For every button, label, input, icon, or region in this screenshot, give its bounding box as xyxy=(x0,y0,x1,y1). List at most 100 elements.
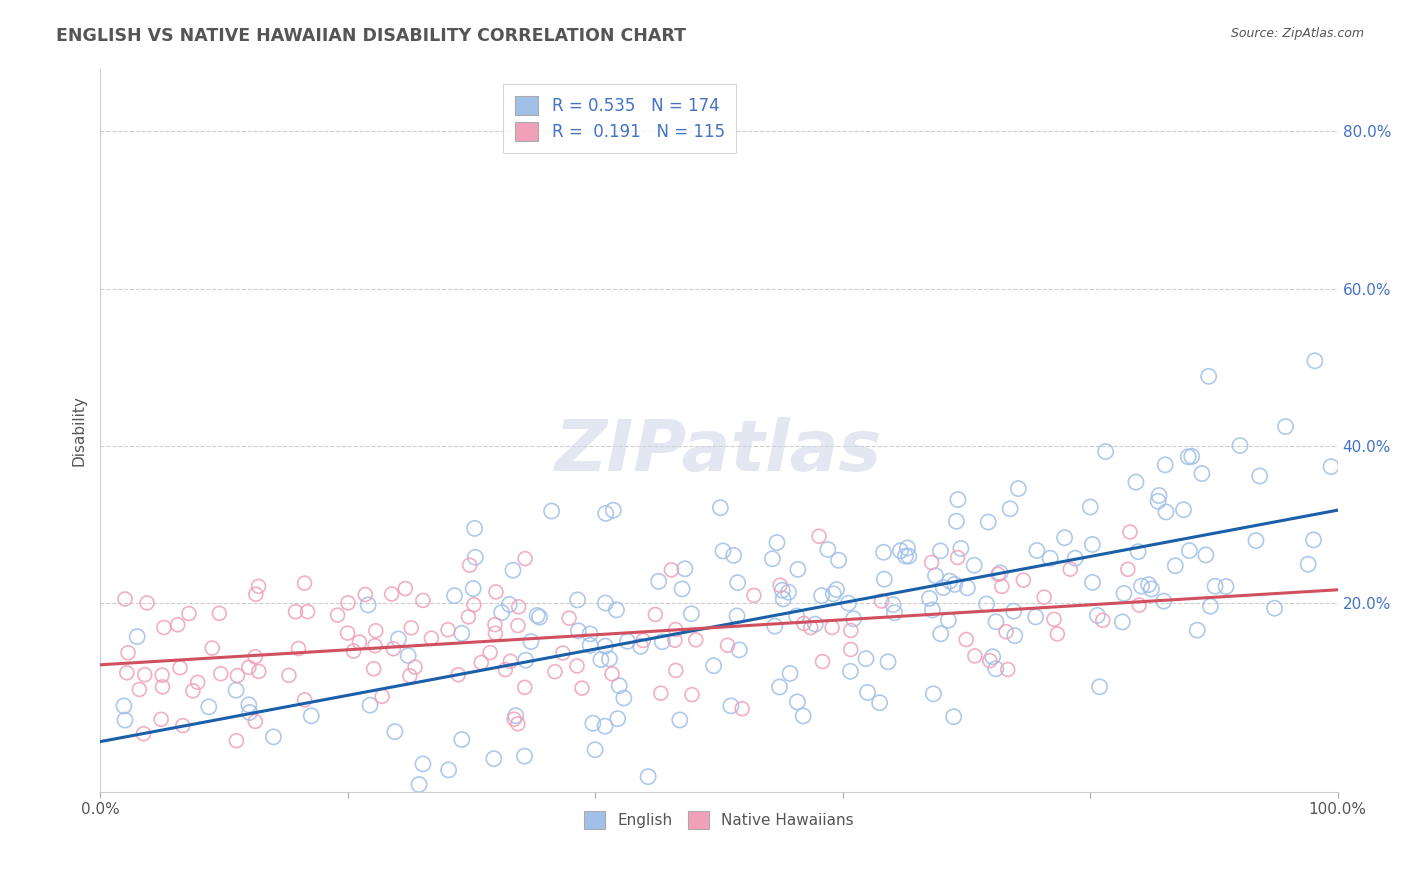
Point xyxy=(938,574,960,589)
Point xyxy=(420,631,443,645)
Point xyxy=(825,582,848,597)
Point xyxy=(412,756,434,771)
Point xyxy=(437,623,460,637)
Point xyxy=(839,665,862,679)
Point xyxy=(723,549,745,563)
Point xyxy=(357,598,380,612)
Point xyxy=(963,648,986,663)
Y-axis label: Disability: Disability xyxy=(72,395,86,466)
Point xyxy=(136,596,159,610)
Point xyxy=(763,619,786,633)
Point xyxy=(984,615,1007,629)
Point xyxy=(117,646,139,660)
Point xyxy=(987,567,1010,582)
Point xyxy=(607,679,630,693)
Point xyxy=(979,654,1001,668)
Point xyxy=(842,612,865,626)
Point xyxy=(384,724,406,739)
Point xyxy=(364,624,387,638)
Point xyxy=(991,579,1014,593)
Point xyxy=(716,638,738,652)
Point xyxy=(262,730,284,744)
Point xyxy=(943,577,966,591)
Point xyxy=(728,643,751,657)
Point xyxy=(1064,551,1087,566)
Point xyxy=(1302,533,1324,547)
Point xyxy=(177,607,200,621)
Point xyxy=(918,591,941,606)
Point xyxy=(661,563,683,577)
Point xyxy=(949,541,972,556)
Point xyxy=(963,558,986,573)
Point xyxy=(595,596,617,610)
Point xyxy=(337,596,360,610)
Point xyxy=(579,638,602,652)
Point xyxy=(281,831,304,846)
Point xyxy=(1025,610,1047,624)
Point xyxy=(464,521,486,535)
Point xyxy=(247,579,270,593)
Point xyxy=(582,716,605,731)
Point xyxy=(513,749,536,764)
Point xyxy=(201,641,224,656)
Point xyxy=(929,544,952,558)
Point xyxy=(1204,579,1226,593)
Point xyxy=(526,608,548,623)
Point xyxy=(1303,353,1326,368)
Point xyxy=(551,646,574,660)
Point xyxy=(703,658,725,673)
Point xyxy=(955,632,977,647)
Point xyxy=(494,663,516,677)
Point xyxy=(811,655,834,669)
Point xyxy=(1116,562,1139,576)
Point xyxy=(208,607,231,621)
Point xyxy=(681,607,703,621)
Point xyxy=(326,608,349,623)
Point xyxy=(1088,680,1111,694)
Point xyxy=(479,646,502,660)
Point xyxy=(1085,608,1108,623)
Point xyxy=(450,626,472,640)
Point xyxy=(354,587,377,601)
Point xyxy=(856,685,879,699)
Point xyxy=(946,550,969,565)
Point xyxy=(150,668,173,682)
Point xyxy=(647,574,669,589)
Point xyxy=(630,640,652,654)
Point xyxy=(166,617,188,632)
Point xyxy=(197,699,219,714)
Point xyxy=(664,633,686,648)
Point xyxy=(768,680,790,694)
Point xyxy=(245,587,267,601)
Point xyxy=(520,634,543,648)
Point xyxy=(1111,615,1133,629)
Point xyxy=(412,593,434,607)
Point xyxy=(984,662,1007,676)
Point xyxy=(437,763,460,777)
Point xyxy=(598,652,620,666)
Point xyxy=(1002,604,1025,618)
Point xyxy=(1025,543,1047,558)
Point xyxy=(565,659,588,673)
Point xyxy=(172,718,194,732)
Point xyxy=(685,632,707,647)
Point xyxy=(1187,623,1209,637)
Point xyxy=(447,667,470,681)
Point xyxy=(150,712,173,726)
Point xyxy=(769,578,792,592)
Point xyxy=(132,727,155,741)
Point xyxy=(924,568,946,582)
Point xyxy=(443,589,465,603)
Point xyxy=(463,598,485,612)
Point xyxy=(808,529,831,543)
Point xyxy=(225,683,247,698)
Point xyxy=(1137,577,1160,591)
Point xyxy=(567,624,589,638)
Point xyxy=(1043,612,1066,626)
Point xyxy=(477,817,499,831)
Point xyxy=(308,799,330,814)
Point xyxy=(1004,629,1026,643)
Point xyxy=(243,649,266,664)
Point xyxy=(503,712,526,726)
Point xyxy=(1215,580,1237,594)
